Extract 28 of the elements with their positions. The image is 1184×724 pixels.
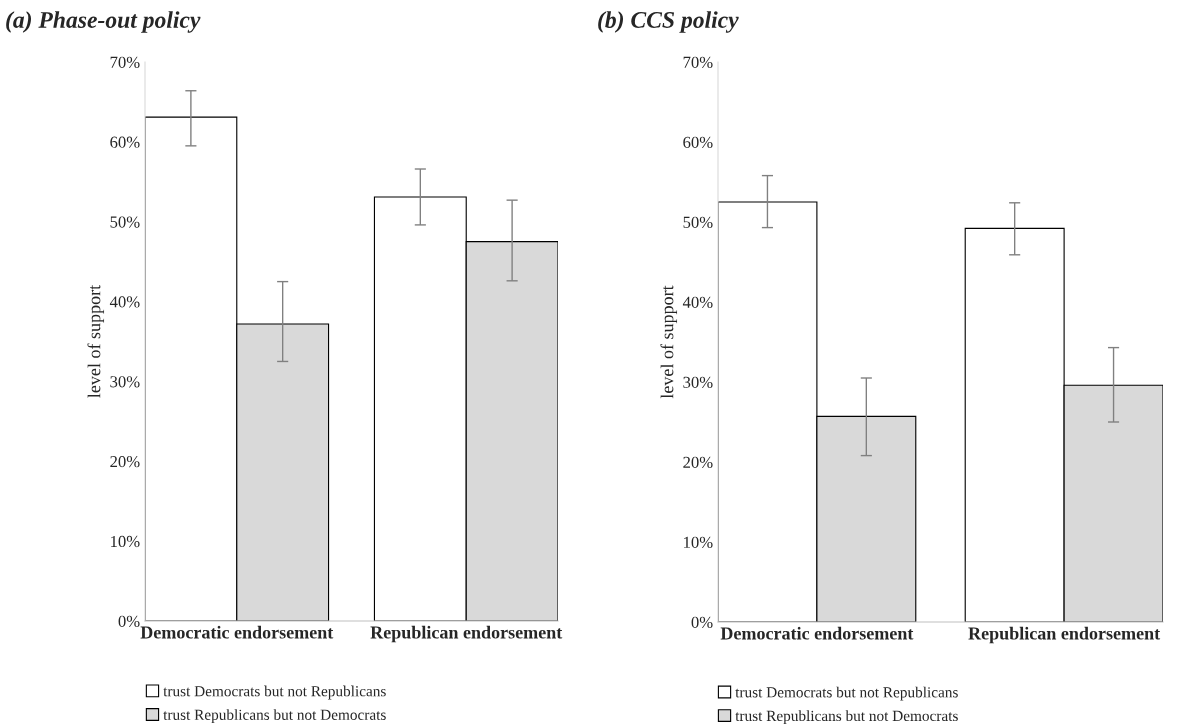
- y-tick-label: 50%: [110, 216, 140, 228]
- y-tick-label: 70%: [683, 56, 713, 68]
- y-tick-label: 60%: [110, 136, 140, 148]
- x-tick-label: Republican endorsement: [370, 625, 563, 643]
- y-tick-label: 30%: [683, 376, 713, 388]
- y-tick-label: 10%: [684, 536, 713, 548]
- y-tick-label: 20%: [683, 456, 713, 468]
- legend-label: trust Democrats but not Republicans: [735, 686, 958, 701]
- legend-label: trust Republicans but not Democrats: [735, 710, 958, 724]
- legend-label: trust Republicans but not Democrats: [163, 709, 386, 724]
- y-tick-label: 60%: [683, 136, 713, 148]
- chart-title: (b) CCS policy: [598, 11, 739, 33]
- x-tick-label: Democratic endorsement: [720, 626, 914, 640]
- y-axis-title: level of support: [87, 284, 105, 398]
- legend-label: trust Democrats but not Republicans: [163, 685, 386, 700]
- y-tick-label: 40%: [109, 296, 140, 308]
- y-tick-label: 30%: [110, 376, 140, 388]
- y-tick-label: 50%: [683, 216, 713, 228]
- x-tick-label: Democratic endorsement: [140, 625, 334, 639]
- x-tick-label: Republican endorsement: [968, 626, 1161, 644]
- y-tick-label: 0%: [691, 616, 713, 628]
- y-tick-label: 10%: [111, 535, 140, 548]
- y-tick-label: 20%: [110, 455, 140, 468]
- y-tick-label: 40%: [682, 296, 713, 308]
- y-tick-label: 0%: [118, 615, 140, 627]
- y-axis-title: level of support: [660, 285, 678, 399]
- chart-title: (a) Phase-out policy: [6, 11, 201, 33]
- y-tick-label: 70%: [110, 56, 140, 68]
